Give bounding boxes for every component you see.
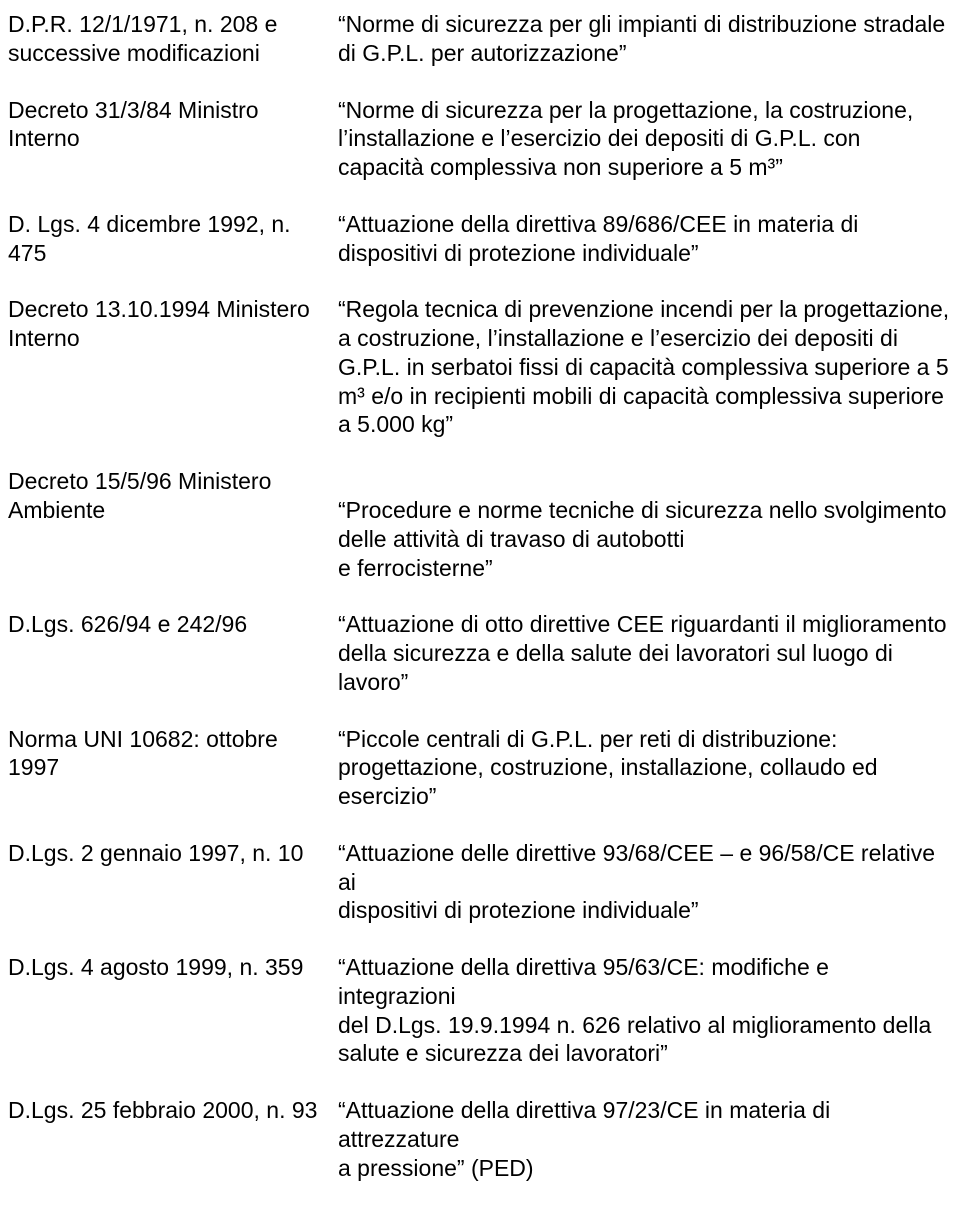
row-dlgs-1999: D.Lgs. 4 agosto 1999, n. 359 “Attuazione… [8, 953, 952, 1068]
law-ref: Decreto 13.10.1994 Ministero Interno [8, 295, 338, 353]
law-desc: “Norme di sicurezza per gli impianti di … [338, 10, 952, 68]
law-desc: “Attuazione di otto direttive CEE riguar… [278, 610, 952, 696]
law-desc: “Regola tecnica di prevenzione incendi p… [338, 295, 952, 439]
law-desc: “Attuazione della direttiva 95/63/CE: mo… [338, 953, 952, 1068]
row-dlgs-2000: D.Lgs. 25 febbraio 2000, n. 93 “Attuazio… [8, 1096, 952, 1182]
law-desc: “Attuazione della direttiva 89/686/CEE i… [338, 210, 952, 268]
law-ref: Norma UNI 10682: ottobre 1997 [8, 725, 338, 783]
row-dpr-1971: D.P.R. 12/1/1971, n. 208 e successive mo… [8, 10, 952, 68]
law-ref: D.P.R. 12/1/1971, n. 208 e successive mo… [8, 10, 338, 68]
law-desc: “Norme di sicurezza per la progettazione… [338, 96, 952, 182]
law-ref: D.Lgs. 25 febbraio 2000, n. 93 [8, 1096, 338, 1125]
law-ref: Decreto 15/5/96 Ministero Ambiente [8, 467, 338, 525]
row-uni-10682: Norma UNI 10682: ottobre 1997 “Piccole c… [8, 725, 952, 811]
law-desc: “Procedure e norme tecniche di sicurezza… [338, 467, 952, 582]
row-dlgs-1992: D. Lgs. 4 dicembre 1992, n. 475 “Attuazi… [8, 210, 952, 268]
law-desc: “Piccole centrali di G.P.L. per reti di … [338, 725, 952, 811]
law-desc: “Attuazione delle direttive 93/68/CEE – … [338, 839, 952, 925]
row-decreto-1996: Decreto 15/5/96 Ministero Ambiente “Proc… [8, 467, 952, 582]
law-ref: Decreto 31/3/84 Ministro Interno [8, 96, 338, 154]
law-ref: D. Lgs. 4 dicembre 1992, n. 475 [8, 210, 338, 268]
row-decreto-1994: Decreto 13.10.1994 Ministero Interno “Re… [8, 295, 952, 439]
law-ref: D.Lgs. 4 agosto 1999, n. 359 [8, 953, 338, 982]
row-dlgs-626: D.Lgs. 626/94 e 242/96 “Attuazione di ot… [8, 610, 952, 696]
law-ref: D.Lgs. 2 gennaio 1997, n. 10 [8, 839, 338, 868]
law-desc-text: “Attuazione di otto direttive CEE riguar… [338, 611, 947, 695]
row-dlgs-1997: D.Lgs. 2 gennaio 1997, n. 10 “Attuazione… [8, 839, 952, 925]
row-decreto-1984: Decreto 31/3/84 Ministro Interno “Norme … [8, 96, 952, 182]
law-desc: “Attuazione della direttiva 97/23/CE in … [338, 1096, 952, 1182]
